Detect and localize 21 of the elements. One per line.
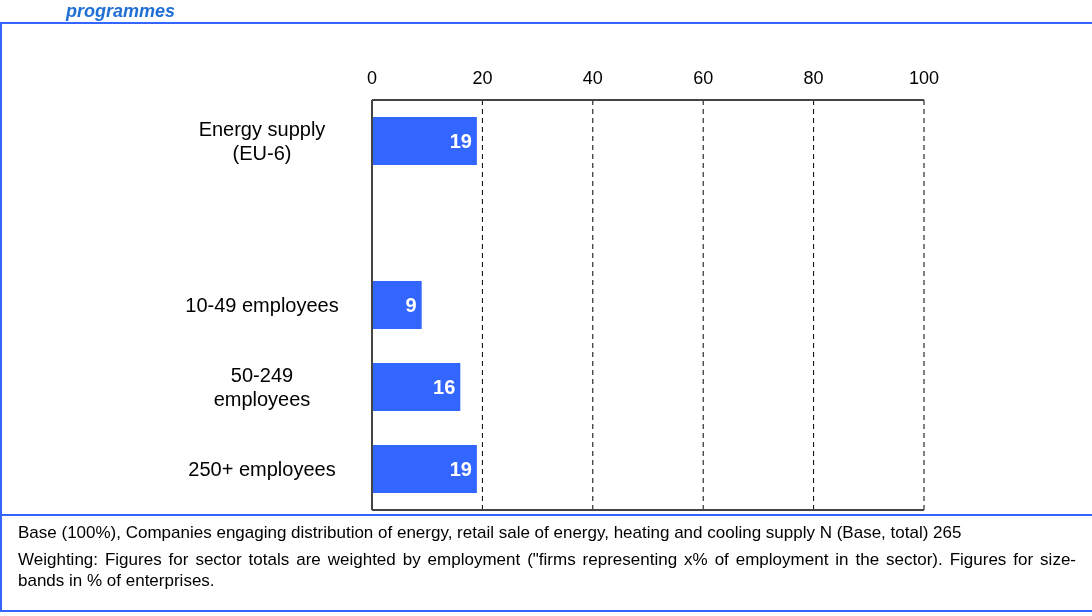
data-label: 19 [449, 458, 472, 481]
data-label: 9 [405, 294, 417, 317]
y-tick-label: 250+ employees [188, 458, 336, 480]
bar [372, 117, 477, 165]
bar [372, 445, 477, 493]
x-tick-label: 100 [908, 68, 940, 88]
text: Weighting: Figures for sector totals are weighted by employment ("firms representing x% of employment in the sector). Figures for size-bands in % of enterprises. [18, 549, 1076, 591]
text: Base (100%), Companies engaging distribution of energy, retail sale of energy, heating and cooling supply N (Base, total) 265 [18, 522, 963, 543]
x-tick-label: 80 [803, 68, 824, 88]
bar [372, 281, 422, 329]
x-tick-label: 0 [366, 68, 378, 88]
data-label: 19 [449, 130, 472, 153]
y-tick-label: 10-49 employees [185, 294, 339, 316]
text: programmes [64, 0, 177, 22]
x-tick-label: 20 [472, 68, 493, 88]
y-tick-label: Energy supply (EU-6) [198, 118, 326, 164]
x-tick-label: 60 [693, 68, 714, 88]
x-tick-label: 40 [582, 68, 603, 88]
bar [372, 363, 461, 411]
y-tick-label: 50-249 employees [213, 364, 311, 410]
data-label: 16 [433, 376, 456, 399]
